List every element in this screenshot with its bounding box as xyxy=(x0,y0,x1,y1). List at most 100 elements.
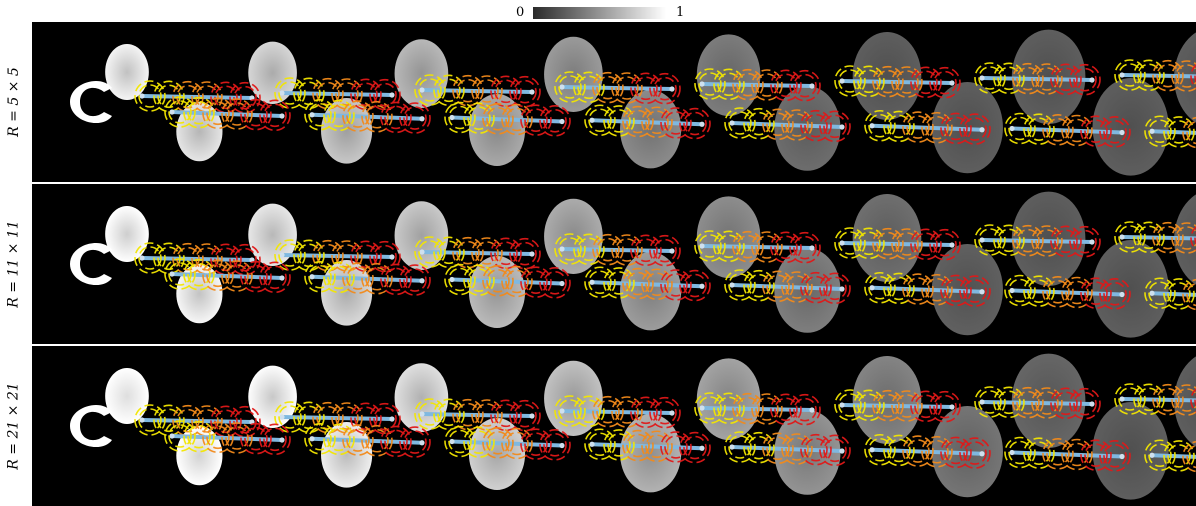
vortex-blob xyxy=(1011,29,1086,124)
vortex-ring xyxy=(509,237,541,270)
vortex-ring xyxy=(800,433,832,466)
vortex-ring xyxy=(475,403,499,427)
vortex-ring xyxy=(1175,64,1196,88)
vortex-ring xyxy=(195,409,219,433)
vortex-ring xyxy=(509,75,541,108)
vortex-ring xyxy=(1175,388,1196,412)
vortex-ring xyxy=(834,65,866,97)
vortex-ring xyxy=(1118,63,1142,87)
vortex-ring xyxy=(800,109,832,142)
trajectory-node xyxy=(559,280,565,287)
vortex-ring xyxy=(195,85,219,109)
vortex-ring xyxy=(963,279,987,303)
vortex-ring xyxy=(323,99,355,132)
vortex-ring xyxy=(921,435,953,468)
trajectory-node xyxy=(559,408,565,414)
vortex-ring xyxy=(626,109,650,134)
trajectory-node xyxy=(389,254,395,260)
cylinder-mark xyxy=(70,80,112,124)
vortex-ring xyxy=(838,69,862,93)
trajectory-node xyxy=(589,117,595,123)
vortex-blob xyxy=(544,198,603,274)
wake-panel-r11 xyxy=(32,184,1196,344)
vortex-ring xyxy=(664,435,688,459)
vortex-ring xyxy=(191,81,223,113)
vortex-ring xyxy=(940,112,972,145)
colorbar-min-label: 0 xyxy=(516,5,525,20)
vortex-ring xyxy=(781,433,813,465)
vortex-ring xyxy=(577,399,601,424)
vortex-ring xyxy=(520,428,552,460)
vortex-ring xyxy=(342,424,374,456)
vortex-ring xyxy=(887,438,911,463)
vortex-ring xyxy=(369,78,401,111)
vortex-ring xyxy=(418,402,442,426)
vortex-ring xyxy=(233,409,257,434)
vortex-ring xyxy=(978,390,1002,414)
vortex-ring xyxy=(584,428,616,461)
vortex-ring xyxy=(887,276,911,301)
vortex-ring xyxy=(164,420,196,452)
vortex-ring xyxy=(1035,229,1059,253)
vortex-ring xyxy=(978,66,1002,90)
trajectory-node xyxy=(839,448,845,454)
vortex-ring xyxy=(1133,221,1165,254)
vortex-ring xyxy=(717,234,741,259)
vortex-ring xyxy=(134,80,166,112)
vortex-ring xyxy=(214,85,238,110)
vortex-ring xyxy=(834,227,866,259)
vortex-ring xyxy=(789,69,821,102)
vortex-ring xyxy=(418,240,442,264)
vortex-ring xyxy=(1114,383,1146,415)
vortex-ring xyxy=(475,241,499,265)
vortex-ring xyxy=(206,425,230,450)
vortex-ring xyxy=(399,102,431,134)
vortex-ring xyxy=(463,264,495,296)
vortex-ring xyxy=(664,111,688,135)
vortex-ring xyxy=(452,74,484,107)
vortex-ring xyxy=(505,269,529,294)
vortex-ring xyxy=(444,101,476,134)
vortex-ring xyxy=(751,231,783,263)
vortex-ring xyxy=(732,68,764,101)
vortex-ring xyxy=(418,78,442,102)
vortex-ring xyxy=(327,427,351,452)
trajectory-node xyxy=(839,78,845,84)
trajectory-node xyxy=(979,289,985,295)
vortex-ring xyxy=(921,111,953,144)
vortex-ring xyxy=(221,260,253,292)
vortex-blob xyxy=(248,41,297,104)
vortex-ring xyxy=(902,111,934,143)
vortex-ring xyxy=(414,74,446,106)
vortex-ring xyxy=(592,395,624,428)
vortex-ring xyxy=(399,264,431,296)
vortex-ring xyxy=(588,270,612,295)
vortex-ring xyxy=(1186,282,1196,307)
trajectory-node xyxy=(979,237,985,243)
trajectory-node xyxy=(699,243,705,249)
trajectory-node xyxy=(139,417,145,423)
trajectory-node xyxy=(279,275,285,281)
vortex-ring xyxy=(929,66,961,99)
vortex-ring xyxy=(1186,120,1196,145)
vortex-ring xyxy=(1175,226,1196,250)
trajectory-node xyxy=(309,436,315,442)
trajectory-node xyxy=(869,123,875,129)
trajectory-node xyxy=(279,90,285,96)
vortex-ring xyxy=(895,232,919,256)
vortex-blob xyxy=(852,356,922,444)
vortex-ring xyxy=(1035,391,1059,415)
vortex-ring xyxy=(403,268,427,292)
vortex-ring xyxy=(471,237,503,269)
vortex-ring xyxy=(452,398,484,431)
vortex-ring xyxy=(929,390,961,423)
vortex-ring xyxy=(293,401,325,434)
vortex-ring xyxy=(1050,63,1082,96)
vortex-ring xyxy=(1144,277,1176,310)
vortex-ring xyxy=(751,393,783,425)
vortex-ring xyxy=(857,393,881,418)
vortex-ring xyxy=(513,241,537,266)
vortex-ring xyxy=(1080,115,1112,147)
trajectory-node xyxy=(979,127,985,133)
vortex-ring xyxy=(876,393,900,418)
